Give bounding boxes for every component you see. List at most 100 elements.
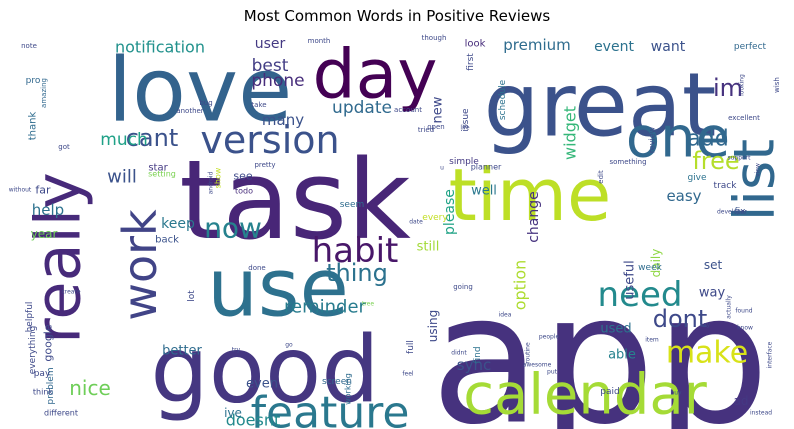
word-reminder: reminder <box>284 297 367 318</box>
word-support: support <box>727 155 751 162</box>
word-use: use <box>207 242 349 335</box>
word-way: way <box>699 286 726 301</box>
word-widget: widget <box>561 106 580 160</box>
word-buy: buy <box>670 390 682 397</box>
word-option: option <box>511 260 530 311</box>
word-sync: sync <box>457 356 491 374</box>
word-go: go <box>285 342 293 349</box>
chart-title: Most Common Words in Positive Reviews <box>243 7 551 25</box>
word-work: work <box>113 209 167 321</box>
word-ad: ad <box>734 394 749 408</box>
word-different: different <box>44 409 78 418</box>
word-much: much <box>100 130 147 150</box>
word-track: track <box>714 181 738 191</box>
word-helpful: helpful <box>25 302 35 333</box>
word-actually: actually <box>726 295 733 319</box>
word-everything: everything <box>28 326 38 375</box>
word-keep: keep <box>161 216 195 232</box>
word-amazing: amazing <box>40 78 48 108</box>
word-open: open <box>427 123 444 131</box>
word-love: love <box>108 39 293 142</box>
word-android: android <box>208 171 215 194</box>
word-feel: feel <box>402 371 413 378</box>
word-far: far <box>35 184 51 197</box>
word-every: every <box>422 213 448 223</box>
word-schedule: schedule <box>498 79 508 120</box>
word-routine: routine <box>525 342 532 364</box>
word-simple: simple <box>449 157 479 167</box>
word-week: week <box>638 263 662 273</box>
word-u: u <box>440 165 444 172</box>
word-new: new <box>431 96 446 123</box>
word-find: find <box>473 346 483 363</box>
word-user: user <box>255 36 286 52</box>
word-problem: problem <box>46 367 56 404</box>
word-say: say <box>700 322 711 329</box>
word-update: update <box>332 98 392 118</box>
word-account: account <box>394 106 422 114</box>
word-used: used <box>600 322 631 337</box>
word-time: time <box>449 153 612 237</box>
word-lot: lot <box>187 290 197 302</box>
word-notification: notification <box>115 38 205 57</box>
word-dont: dont <box>653 305 708 333</box>
word-tried: tried <box>418 126 434 134</box>
word-perfect: perfect <box>734 42 767 52</box>
word-instead: instead <box>750 410 772 417</box>
word-need: need <box>598 275 683 315</box>
word-edit: edit <box>597 170 605 184</box>
word-thing: thing <box>326 259 388 287</box>
word-item: item <box>645 337 659 344</box>
word-make: make <box>666 336 748 371</box>
word-able: able <box>608 348 636 363</box>
word-app: app <box>431 256 770 429</box>
word-developer: developer <box>717 209 748 216</box>
word-paid: paid <box>600 387 619 397</box>
word-create: create <box>61 289 80 296</box>
word-awesome: awesome <box>523 362 552 369</box>
word-seem: seem <box>340 200 365 210</box>
word-going: going <box>453 283 473 291</box>
word-star: star <box>148 163 168 174</box>
word-now: now <box>204 212 262 245</box>
word-done: done <box>248 264 265 272</box>
word-try: try <box>232 347 241 354</box>
word-will: will <box>107 167 137 188</box>
word-thank: thank <box>28 112 39 141</box>
word-pro: pro <box>26 76 41 86</box>
word-planner: planner <box>471 163 502 172</box>
word-google: google <box>42 324 55 361</box>
word-fix: fix <box>735 207 747 217</box>
word-show: show <box>214 167 223 188</box>
word-view: view <box>755 163 762 177</box>
word-nice: nice <box>69 376 111 400</box>
word-without: without <box>9 187 32 194</box>
word-people: people <box>539 334 560 341</box>
word-premium: premium <box>503 36 571 54</box>
word-list: list <box>723 139 788 221</box>
word-first: first <box>466 53 476 71</box>
word-want: want <box>651 39 686 55</box>
word-full: full <box>406 340 416 354</box>
word-something: something <box>609 158 646 166</box>
word-back: back <box>155 235 179 246</box>
word-review: review <box>648 126 657 153</box>
word-tree: tree <box>362 301 374 308</box>
word-event: event <box>594 39 634 55</box>
word-better: better <box>162 344 202 359</box>
word-screen: screen <box>322 377 352 387</box>
word-version: version <box>200 118 339 162</box>
word-using: using <box>426 310 440 342</box>
word-one: one <box>626 106 730 171</box>
word-easy: easy <box>666 187 701 205</box>
word-free: free <box>692 147 739 175</box>
word-idea: idea <box>499 312 512 319</box>
word-bug: bug <box>199 99 212 107</box>
word-take: take <box>251 101 266 109</box>
word-todo: todo <box>235 187 253 196</box>
word-best: best <box>252 56 289 76</box>
word-setting: setting <box>148 170 176 179</box>
word-put: put <box>547 369 558 376</box>
word-task: task <box>179 136 411 264</box>
